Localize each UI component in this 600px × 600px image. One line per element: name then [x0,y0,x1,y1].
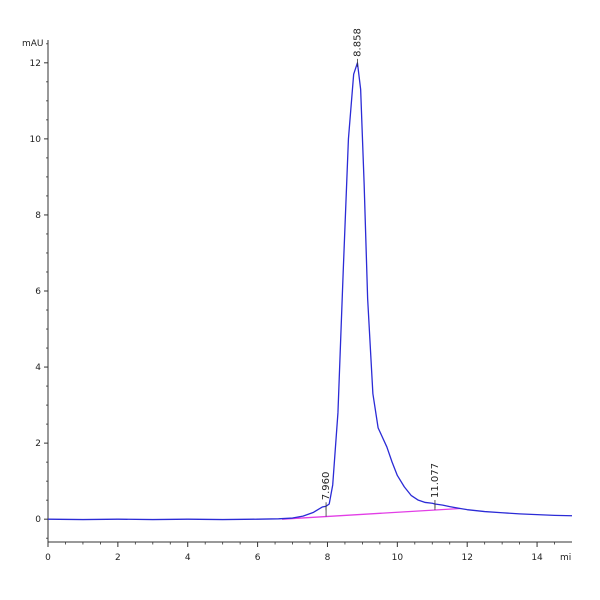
peak-labels: 7.960 8.858 11.077 [321,28,441,517]
y-tick-label: 2 [35,439,41,449]
y-axis-unit-label: mAU [22,39,44,49]
y-ticks: 0 2 4 6 8 10 12 [30,43,48,539]
x-tick-label: 10 [392,553,404,563]
x-tick-label: 8 [325,553,331,563]
y-tick-label: 4 [35,363,41,373]
x-tick-label: 6 [255,553,261,563]
peak-label: 11.077 [430,463,441,498]
x-tick-label: 2 [115,553,121,563]
integration-baseline [282,507,461,520]
y-tick-label: 6 [35,287,41,297]
y-tick-label: 10 [30,135,42,145]
x-tick-label: 12 [461,553,472,563]
axes [47,40,572,543]
y-tick-label: 0 [35,515,41,525]
chromatogram-trace [47,62,573,521]
x-tick-label: 4 [185,553,191,563]
x-tick-label: 14 [531,553,543,563]
x-ticks: 0 2 4 6 8 10 12 14 [45,542,555,563]
peak-label: 8.858 [352,28,363,57]
series-layer [47,62,573,521]
peak-label: 7.960 [321,472,332,501]
x-tick-label: 0 [45,553,51,563]
x-axis-unit-label: mi [560,553,571,563]
y-tick-label: 12 [30,59,41,69]
y-tick-label: 8 [35,211,41,221]
